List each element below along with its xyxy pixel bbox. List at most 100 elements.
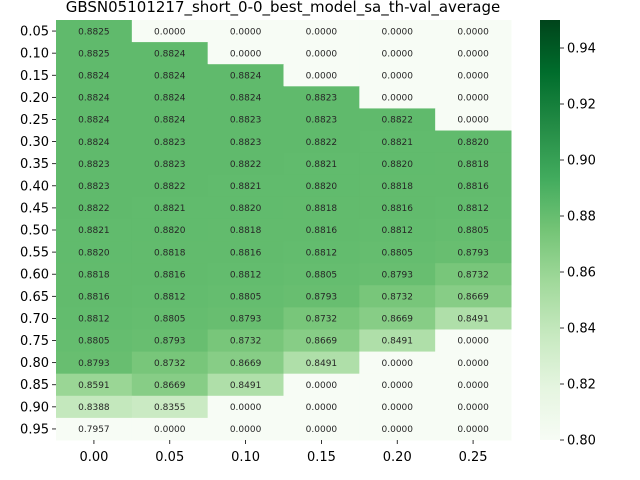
cell-value-label: 0.0000 bbox=[306, 403, 338, 413]
cell-value-label: 0.8812 bbox=[457, 204, 489, 214]
heatmap-cell bbox=[207, 417, 284, 441]
cell-value-label: 0.8821 bbox=[154, 204, 186, 214]
cell-value-label: 0.8823 bbox=[306, 94, 338, 104]
cell-value-label: 0.7957 bbox=[78, 425, 110, 435]
heatmap-cell bbox=[283, 351, 360, 375]
colorbar-tick-label: 0.84 bbox=[567, 322, 596, 337]
cell-value-label: 0.0000 bbox=[306, 27, 338, 37]
cell-value-label: 0.8824 bbox=[78, 71, 110, 81]
cell-value-label: 0.0000 bbox=[306, 49, 338, 59]
cell-value-label: 0.0000 bbox=[457, 49, 489, 59]
cell-value-label: 0.0000 bbox=[382, 425, 414, 435]
heatmap-cell bbox=[56, 351, 133, 375]
heatmap-cell bbox=[131, 64, 209, 87]
heatmap-cell bbox=[207, 351, 284, 375]
x-tick-label: 0.25 bbox=[459, 450, 488, 465]
heatmap-cell bbox=[359, 307, 436, 330]
cell-value-label: 0.8822 bbox=[78, 204, 110, 214]
cell-value-label: 0.8825 bbox=[78, 49, 110, 59]
cell-value-label: 0.8805 bbox=[78, 337, 110, 347]
cell-value-label: 0.8820 bbox=[154, 226, 186, 236]
cell-value-label: 0.8820 bbox=[382, 160, 414, 170]
heatmap-cell bbox=[56, 307, 133, 330]
heatmap-cell bbox=[131, 152, 209, 176]
cell-value-label: 0.8816 bbox=[382, 204, 414, 214]
colorbar: 0.80 0.82 0.84 0.86 0.88 0.90 0.92 0.94 bbox=[540, 20, 596, 449]
cell-value-label: 0.0000 bbox=[382, 49, 414, 59]
heatmap-cell bbox=[56, 417, 133, 441]
colorbar-tick-label: 0.82 bbox=[567, 378, 596, 393]
heatmap-cell bbox=[56, 20, 133, 43]
cell-value-label: 0.8820 bbox=[306, 182, 338, 192]
heatmap-cell bbox=[131, 42, 209, 65]
cell-value-label: 0.8812 bbox=[382, 226, 414, 236]
cell-value-label: 0.0000 bbox=[457, 27, 489, 37]
heatmap-cell bbox=[131, 86, 209, 109]
heatmap-cell bbox=[359, 263, 436, 286]
y-tick-label: 0.05 bbox=[20, 25, 49, 40]
heatmap-cell bbox=[435, 417, 512, 441]
heatmap-cell bbox=[283, 373, 360, 397]
cell-value-label: 0.8822 bbox=[154, 182, 186, 192]
heatmap-cell bbox=[207, 285, 284, 308]
cell-value-label: 0.8491 bbox=[306, 359, 338, 369]
cell-value-label: 0.8824 bbox=[78, 94, 110, 104]
heatmap-cell bbox=[207, 152, 284, 176]
cell-value-label: 0.0000 bbox=[382, 403, 414, 413]
cell-value-label: 0.0000 bbox=[382, 381, 414, 391]
cell-value-label: 0.8818 bbox=[306, 204, 338, 214]
cell-value-label: 0.8820 bbox=[457, 138, 489, 148]
heatmap-cell bbox=[207, 373, 284, 397]
heatmap-cell bbox=[131, 351, 209, 375]
heatmap-cell bbox=[283, 329, 360, 353]
x-tick-label: 0.05 bbox=[155, 450, 184, 465]
cell-value-label: 0.8732 bbox=[230, 337, 262, 347]
y-tick-label: 0.35 bbox=[20, 157, 49, 172]
heatmap-cell bbox=[283, 130, 360, 154]
heatmap-cell bbox=[283, 417, 360, 441]
colorbar-tick-label: 0.92 bbox=[567, 98, 596, 113]
y-tick-label: 0.55 bbox=[20, 246, 49, 261]
cell-value-label: 0.8821 bbox=[382, 138, 414, 148]
heatmap-cell bbox=[359, 285, 436, 308]
heatmap-cell bbox=[207, 196, 284, 220]
x-axis: 0.00 0.05 0.10 0.15 0.20 0.25 bbox=[79, 440, 488, 465]
heatmap-cell bbox=[131, 241, 209, 264]
cell-value-label: 0.0000 bbox=[457, 425, 489, 435]
cell-value-label: 0.8669 bbox=[306, 337, 338, 347]
cell-value-label: 0.8793 bbox=[154, 337, 186, 347]
heatmap-cell bbox=[283, 42, 360, 65]
heatmap-cell bbox=[56, 108, 133, 132]
heatmap-cell bbox=[131, 174, 209, 198]
heatmap-cell bbox=[283, 241, 360, 264]
heatmap-cell bbox=[435, 86, 512, 109]
heatmap-cell bbox=[359, 86, 436, 109]
cell-value-label: 0.8823 bbox=[78, 182, 110, 192]
heatmap-cell bbox=[56, 373, 133, 397]
heatmap-cell bbox=[435, 152, 512, 176]
colorbar-tick-label: 0.90 bbox=[567, 154, 596, 169]
heatmap-cell bbox=[56, 263, 133, 286]
cell-value-label: 0.8669 bbox=[382, 315, 414, 325]
heatmap-cell bbox=[359, 20, 436, 43]
heatmap-cell bbox=[283, 307, 360, 330]
heatmap-cell bbox=[207, 64, 284, 87]
heatmap-cell bbox=[207, 241, 284, 264]
heatmap-cell bbox=[283, 196, 360, 220]
heatmap-cell bbox=[359, 130, 436, 154]
y-tick-label: 0.20 bbox=[20, 91, 49, 106]
cell-value-label: 0.8793 bbox=[457, 248, 489, 258]
cell-value-label: 0.8824 bbox=[78, 138, 110, 148]
cell-value-label: 0.0000 bbox=[457, 71, 489, 81]
heatmap-cell bbox=[207, 130, 284, 154]
cell-value-label: 0.8793 bbox=[306, 293, 338, 303]
x-tick-label: 0.10 bbox=[231, 450, 260, 465]
cell-value-label: 0.8818 bbox=[230, 226, 262, 236]
cell-value-label: 0.8491 bbox=[230, 381, 262, 391]
cell-value-label: 0.8805 bbox=[457, 226, 489, 236]
y-tick-label: 0.85 bbox=[20, 378, 49, 393]
cell-value-label: 0.0000 bbox=[306, 71, 338, 81]
cell-value-label: 0.8816 bbox=[306, 226, 338, 236]
y-tick-label: 0.95 bbox=[20, 422, 49, 437]
